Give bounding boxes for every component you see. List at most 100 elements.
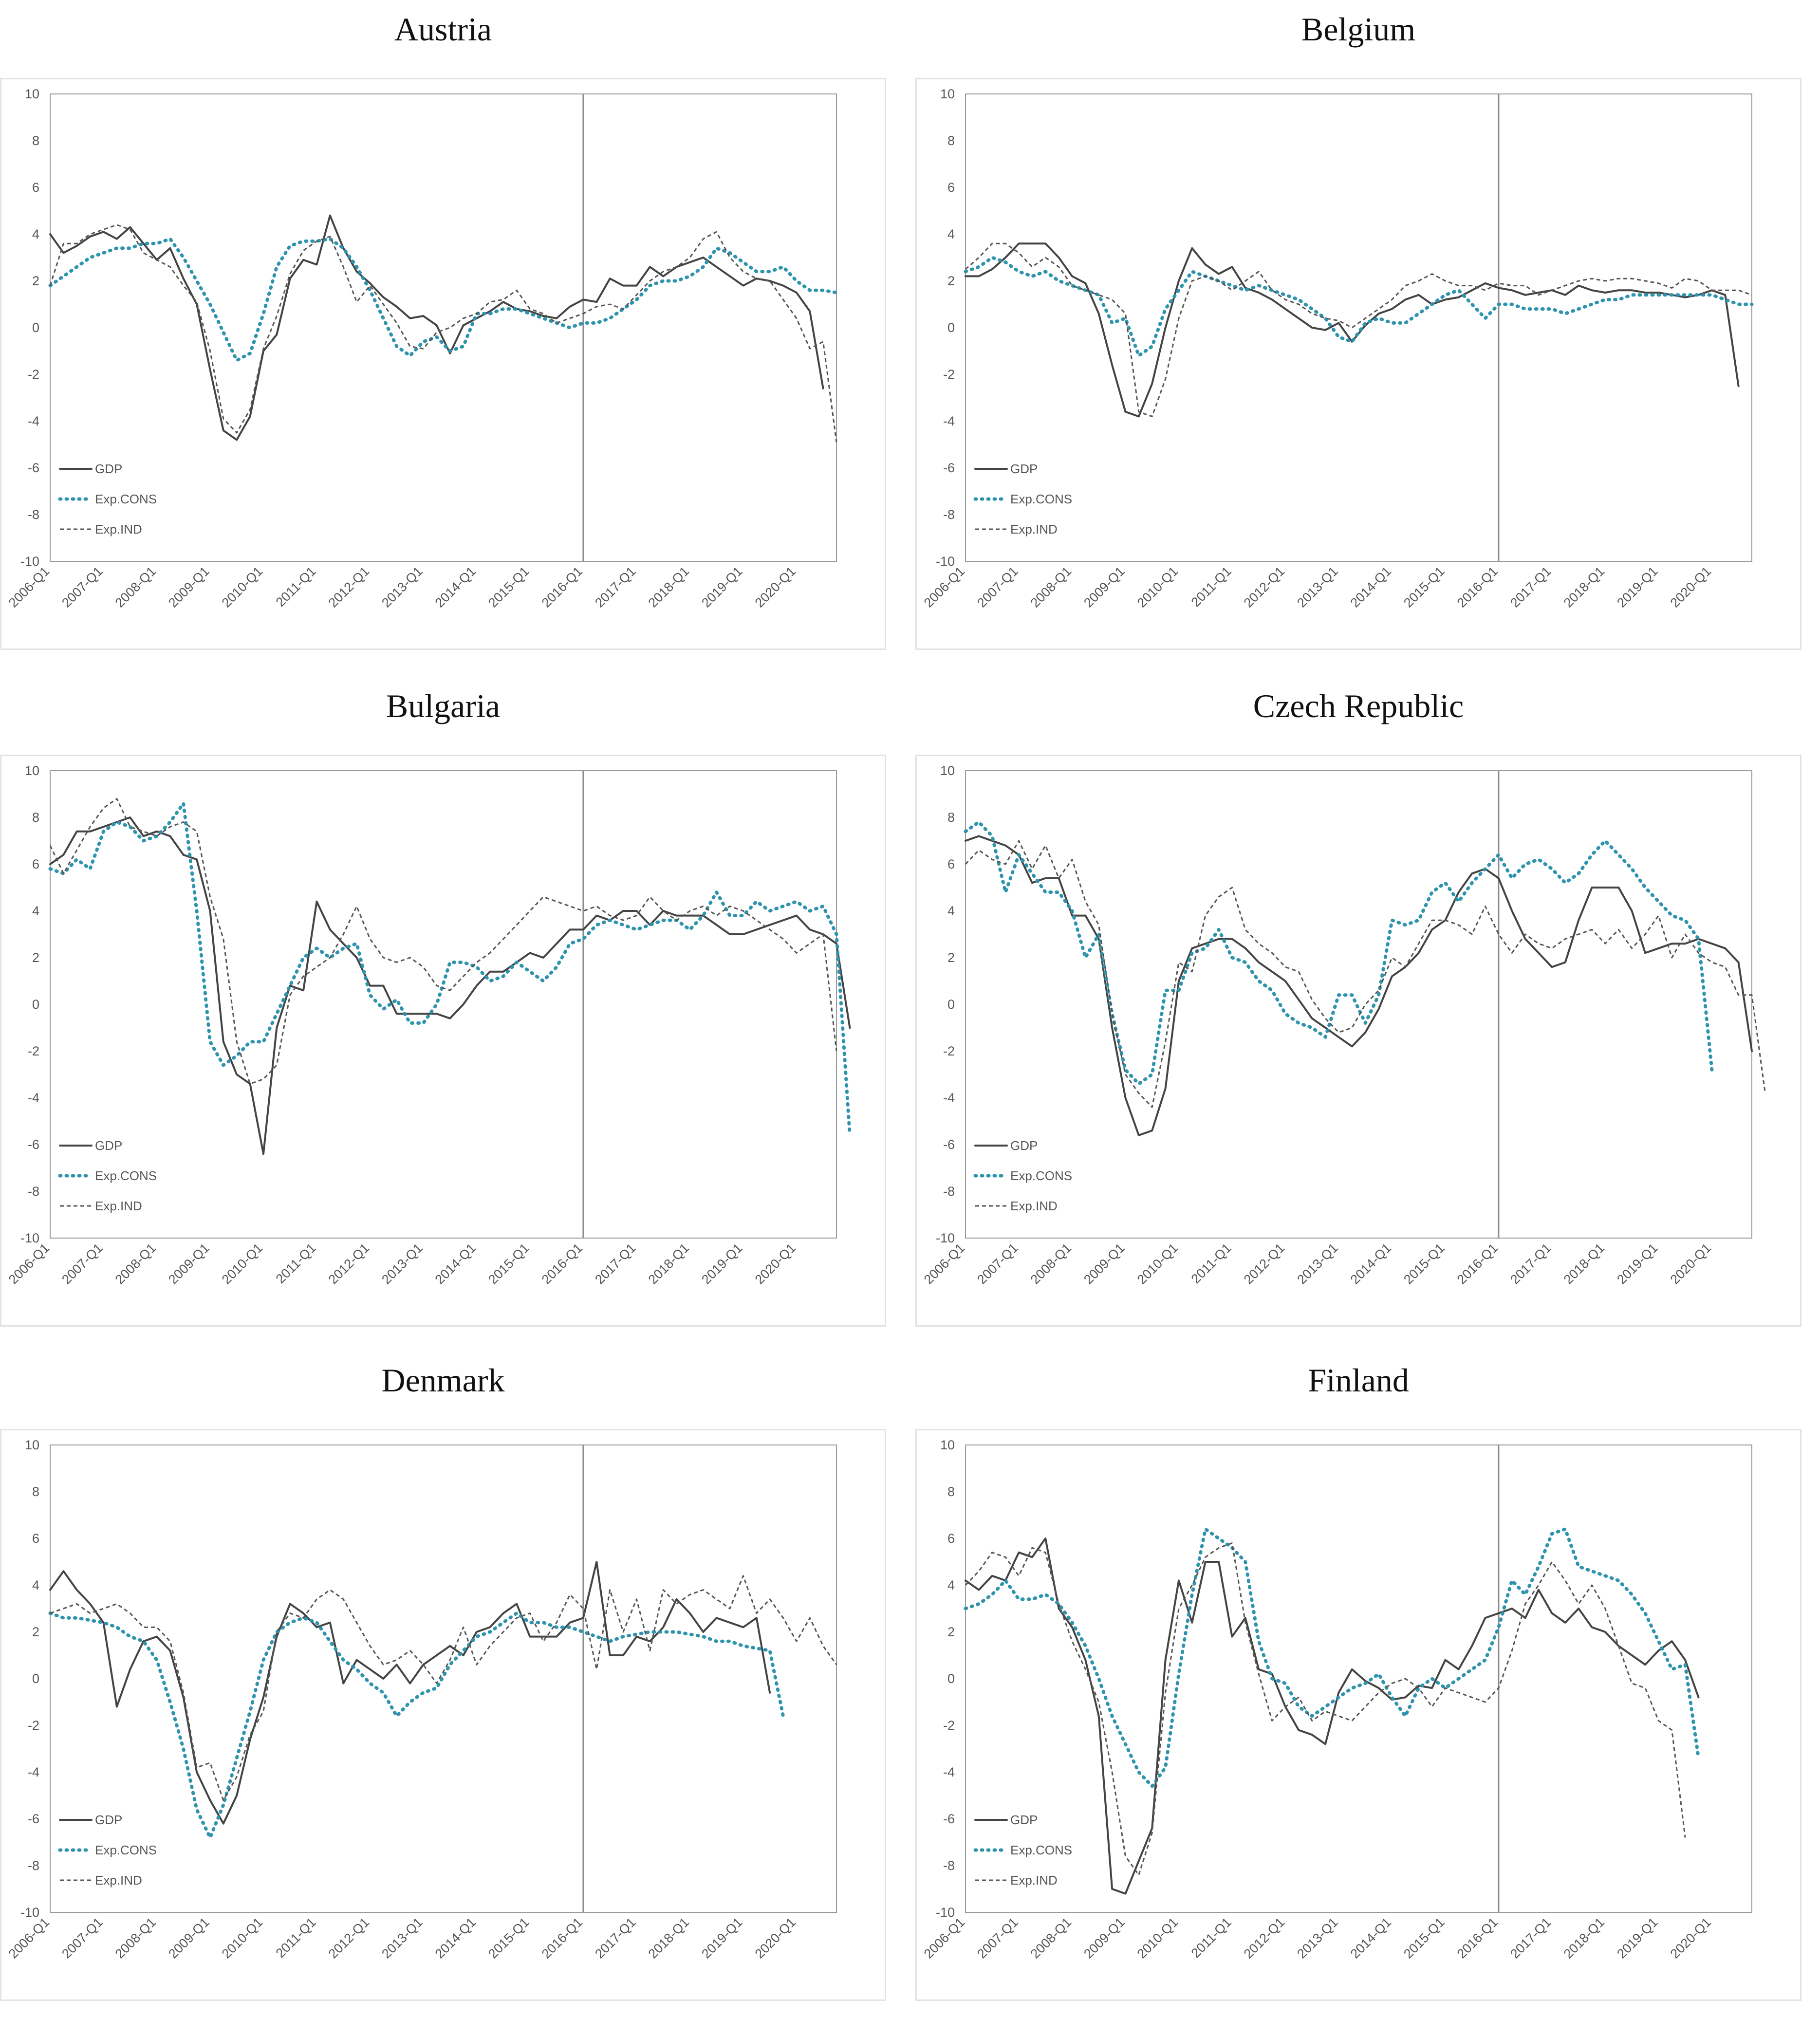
legend-label: Exp.CONS: [1010, 1168, 1072, 1183]
y-tick-label: -10: [20, 1905, 39, 1920]
y-tick-label: -2: [28, 1044, 39, 1058]
y-tick-label: 8: [947, 133, 955, 148]
y-tick-label: 4: [947, 1578, 955, 1592]
y-tick-label: -2: [28, 367, 39, 382]
y-tick-label: 4: [32, 227, 39, 241]
y-tick-label: -2: [943, 1718, 955, 1733]
y-tick-label: 0: [947, 997, 955, 1012]
series-line-exp-ind: [965, 242, 1752, 417]
x-tick-label: 2015-Q1: [1401, 1915, 1448, 1962]
chart-frame: 10 8 6 4 2 0 -2 -4 -6 -8 -10 2006-Q1 2007-Q1 2008-Q1 2…: [0, 755, 886, 1327]
x-tick-label: 2019-Q1: [699, 1915, 745, 1962]
x-tick-label: 2018-Q1: [646, 1915, 692, 1962]
y-tick-label: 2: [32, 950, 39, 965]
x-tick-label: 2013-Q1: [379, 1915, 426, 1962]
x-tick-label: 2016-Q1: [539, 1240, 586, 1287]
plot-area: [50, 93, 837, 562]
x-tick-label: 2015-Q1: [485, 1240, 532, 1287]
chart-title: Denmark: [381, 1362, 505, 1399]
y-tick-label: -6: [28, 461, 39, 475]
y-tick-label: -8: [28, 1858, 39, 1873]
x-tick-label: 2013-Q1: [1294, 1240, 1341, 1287]
x-tick-label: 2015-Q1: [485, 564, 532, 611]
x-tick-label: 2008-Q1: [1028, 564, 1075, 611]
x-tick-label: 2012-Q1: [1241, 1240, 1288, 1287]
x-tick-label: 2019-Q1: [1614, 1240, 1661, 1287]
panel-finland: Finland 10 8 6 4 2 0 -2 -4 -6 -8 -10 2006-Q1 2007-Q1…: [915, 1351, 1801, 2018]
y-tick-label: -2: [943, 367, 955, 382]
series-line-gdp: [965, 242, 1740, 418]
x-tick-label: 2012-Q1: [1241, 564, 1288, 611]
y-tick-label: -6: [28, 1812, 39, 1826]
x-tick-label: 2019-Q1: [1614, 1915, 1661, 1962]
y-tick-label: -4: [28, 414, 39, 428]
panel-bulgaria: Bulgaria 10 8 6 4 2 0 -2 -4 -6 -8 -10 2006-Q1 2007-Q…: [0, 677, 886, 1344]
y-tick-label: -6: [943, 1137, 955, 1152]
y-tick-label: -10: [936, 1231, 955, 1245]
x-tick-label: 2007-Q1: [59, 1915, 106, 1962]
x-tick-label: 2016-Q1: [539, 1915, 586, 1962]
x-tick-label: 2013-Q1: [379, 1240, 426, 1287]
plot-area: [965, 770, 1752, 1239]
chart-frame: 10 8 6 4 2 0 -2 -4 -6 -8 -10 2006-Q1 2007-Q1 2008-Q1 2…: [915, 755, 1801, 1327]
y-tick-label: -6: [943, 461, 955, 475]
x-tick-label: 2006-Q1: [6, 1915, 53, 1962]
legend-label: GDP: [95, 462, 122, 476]
y-tick-label: -10: [936, 1905, 955, 1920]
x-tick-label: 2006-Q1: [921, 564, 968, 611]
x-tick-label: 2010-Q1: [219, 564, 266, 611]
y-tick-label: 4: [947, 904, 955, 918]
x-tick-label: 2014-Q1: [1348, 1915, 1394, 1962]
y-tick-label: 2: [32, 274, 39, 288]
x-tick-label: 2010-Q1: [219, 1915, 266, 1962]
x-tick-label: 2006-Q1: [921, 1915, 968, 1962]
y-tick-label: -4: [943, 1765, 955, 1779]
y-tick-label: 10: [940, 763, 955, 778]
legend-label: Exp.CONS: [1010, 1843, 1072, 1857]
x-tick-label: 2011-Q1: [1189, 564, 1234, 610]
x-tick-label: 2013-Q1: [1294, 564, 1341, 611]
x-tick-label: 2020-Q1: [752, 1915, 799, 1962]
y-tick-label: -10: [20, 554, 39, 569]
x-tick-label: 2012-Q1: [326, 1240, 372, 1287]
x-tick-label: 2011-Q1: [273, 564, 319, 610]
chart-title: Austria: [394, 11, 492, 48]
x-tick-label: 2009-Q1: [166, 1915, 212, 1962]
series-line-exp-cons: [48, 1611, 785, 1839]
x-tick-label: 2010-Q1: [1134, 564, 1181, 611]
chart-title: Czech Republic: [1253, 687, 1464, 724]
y-tick-label: -4: [28, 1091, 39, 1105]
x-tick-label: 2020-Q1: [1668, 1915, 1714, 1962]
x-tick-label: 2007-Q1: [974, 1915, 1021, 1962]
x-tick-label: 2020-Q1: [752, 1240, 799, 1287]
y-tick-label: 0: [947, 1671, 955, 1686]
x-tick-label: 2017-Q1: [1507, 564, 1554, 611]
y-tick-label: 6: [32, 180, 39, 195]
y-tick-label: 4: [32, 1578, 39, 1592]
y-tick-label: -8: [28, 1184, 39, 1199]
x-tick-label: 2007-Q1: [59, 1240, 106, 1287]
y-tick-label: 10: [940, 1438, 955, 1452]
x-tick-label: 2017-Q1: [1507, 1915, 1554, 1962]
y-tick-label: 2: [32, 1625, 39, 1639]
y-tick-label: 2: [947, 950, 955, 965]
x-tick-label: 2017-Q1: [592, 1915, 639, 1962]
y-tick-label: 0: [32, 320, 39, 335]
x-tick-label: 2011-Q1: [273, 1240, 319, 1286]
x-tick-label: 2014-Q1: [432, 1915, 479, 1962]
x-tick-label: 2009-Q1: [1081, 1240, 1128, 1287]
x-tick-label: 2009-Q1: [1081, 564, 1128, 611]
x-tick-label: 2006-Q1: [6, 564, 53, 611]
y-tick-label: 0: [32, 997, 39, 1012]
x-tick-label: 2010-Q1: [1134, 1240, 1181, 1287]
plot-area: [965, 1444, 1752, 1913]
x-tick-label: 2020-Q1: [1668, 564, 1714, 611]
legend-label: GDP: [1010, 1138, 1038, 1153]
x-tick-label: 2016-Q1: [1454, 1915, 1501, 1962]
y-tick-label: -4: [943, 414, 955, 428]
